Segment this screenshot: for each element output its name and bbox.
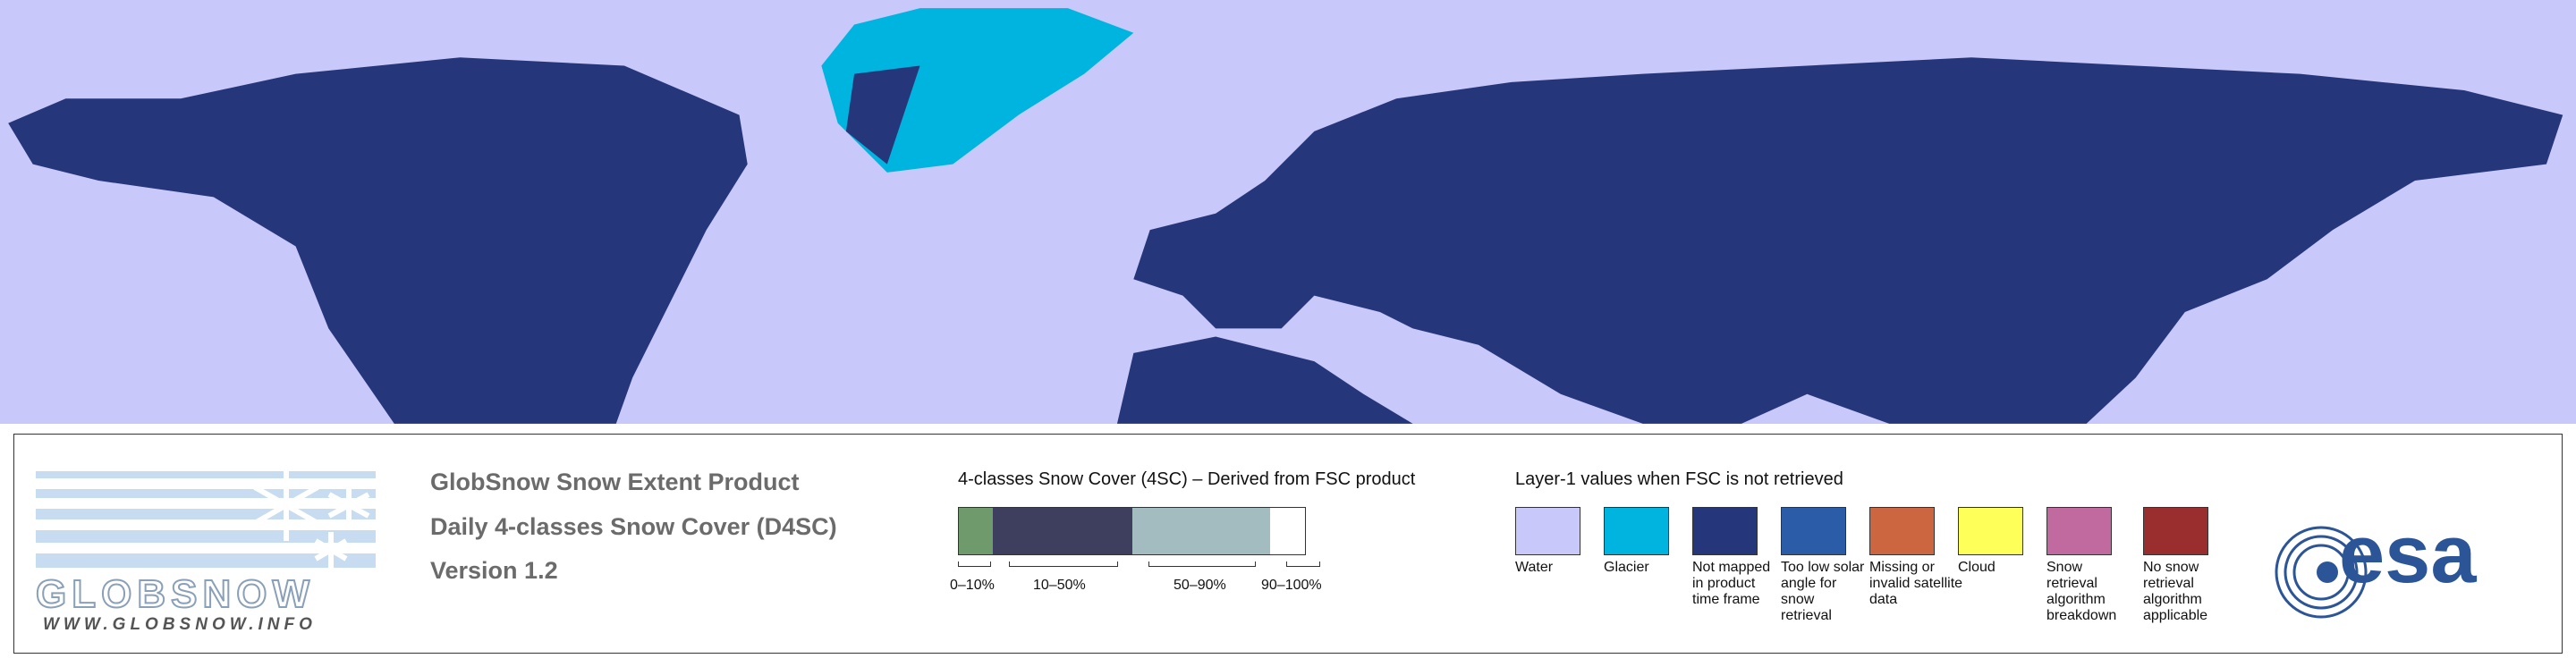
logo-url: WWW.GLOBSNOW.INFO bbox=[43, 615, 317, 634]
layer1-label: Not mapped in product time frame bbox=[1692, 560, 1771, 607]
class-bracket bbox=[1009, 561, 1118, 567]
map bbox=[0, 0, 2576, 424]
layer1-swatch bbox=[1958, 507, 2023, 555]
layer1-label: No snow retrieval algorithm applicable bbox=[2143, 560, 2208, 623]
layer1-swatch bbox=[1515, 507, 1580, 555]
class-swatch bbox=[1132, 507, 1270, 555]
class-bracket bbox=[1286, 561, 1320, 567]
logo-name: GLOBSNOW bbox=[35, 571, 315, 617]
land bbox=[8, 8, 2563, 424]
layer1-swatch bbox=[1604, 507, 1669, 555]
class-swatch bbox=[1270, 507, 1306, 555]
product-version: Version 1.2 bbox=[430, 557, 558, 584]
class-bracket bbox=[1148, 561, 1256, 567]
layer1-swatch bbox=[2046, 507, 2112, 555]
logo-graphic bbox=[36, 469, 376, 568]
class-label: 0–10% bbox=[950, 578, 995, 593]
layer1-label: Water bbox=[1515, 560, 1554, 575]
classes-title: 4-classes Snow Cover (4SC) – Derived fro… bbox=[958, 469, 1416, 489]
layer1-label: Missing or invalid satellite data bbox=[1869, 560, 1963, 607]
layer1-swatch bbox=[1869, 507, 1935, 555]
layer1-label: Glacier bbox=[1604, 560, 1649, 575]
esa-text: esa bbox=[2339, 509, 2477, 600]
layer1-swatch bbox=[2143, 507, 2208, 555]
esa-logo: esa bbox=[2272, 509, 2504, 626]
class-bracket bbox=[958, 561, 991, 567]
product-title: GlobSnow Snow Extent Product bbox=[430, 469, 800, 495]
product-subtitle: Daily 4-classes Snow Cover (D4SC) bbox=[430, 513, 837, 540]
class-swatch bbox=[958, 507, 993, 555]
layer1-title: Layer-1 values when FSC is not retrieved bbox=[1515, 469, 1843, 489]
legend-panel bbox=[13, 434, 2563, 654]
layer1-label: Cloud bbox=[1958, 560, 1996, 575]
layer1-label: Too low solar angle for snow retrieval bbox=[1781, 560, 1865, 623]
class-label: 90–100% bbox=[1261, 578, 1322, 593]
layer1-swatch bbox=[1781, 507, 1846, 555]
class-swatch bbox=[993, 507, 1132, 555]
class-label: 10–50% bbox=[1033, 578, 1086, 593]
layer1-swatch bbox=[1692, 507, 1758, 555]
class-label: 50–90% bbox=[1174, 578, 1226, 593]
esa-emblem bbox=[2275, 526, 2368, 619]
layer1-label: Snow retrieval algorithm breakdown bbox=[2046, 560, 2117, 623]
